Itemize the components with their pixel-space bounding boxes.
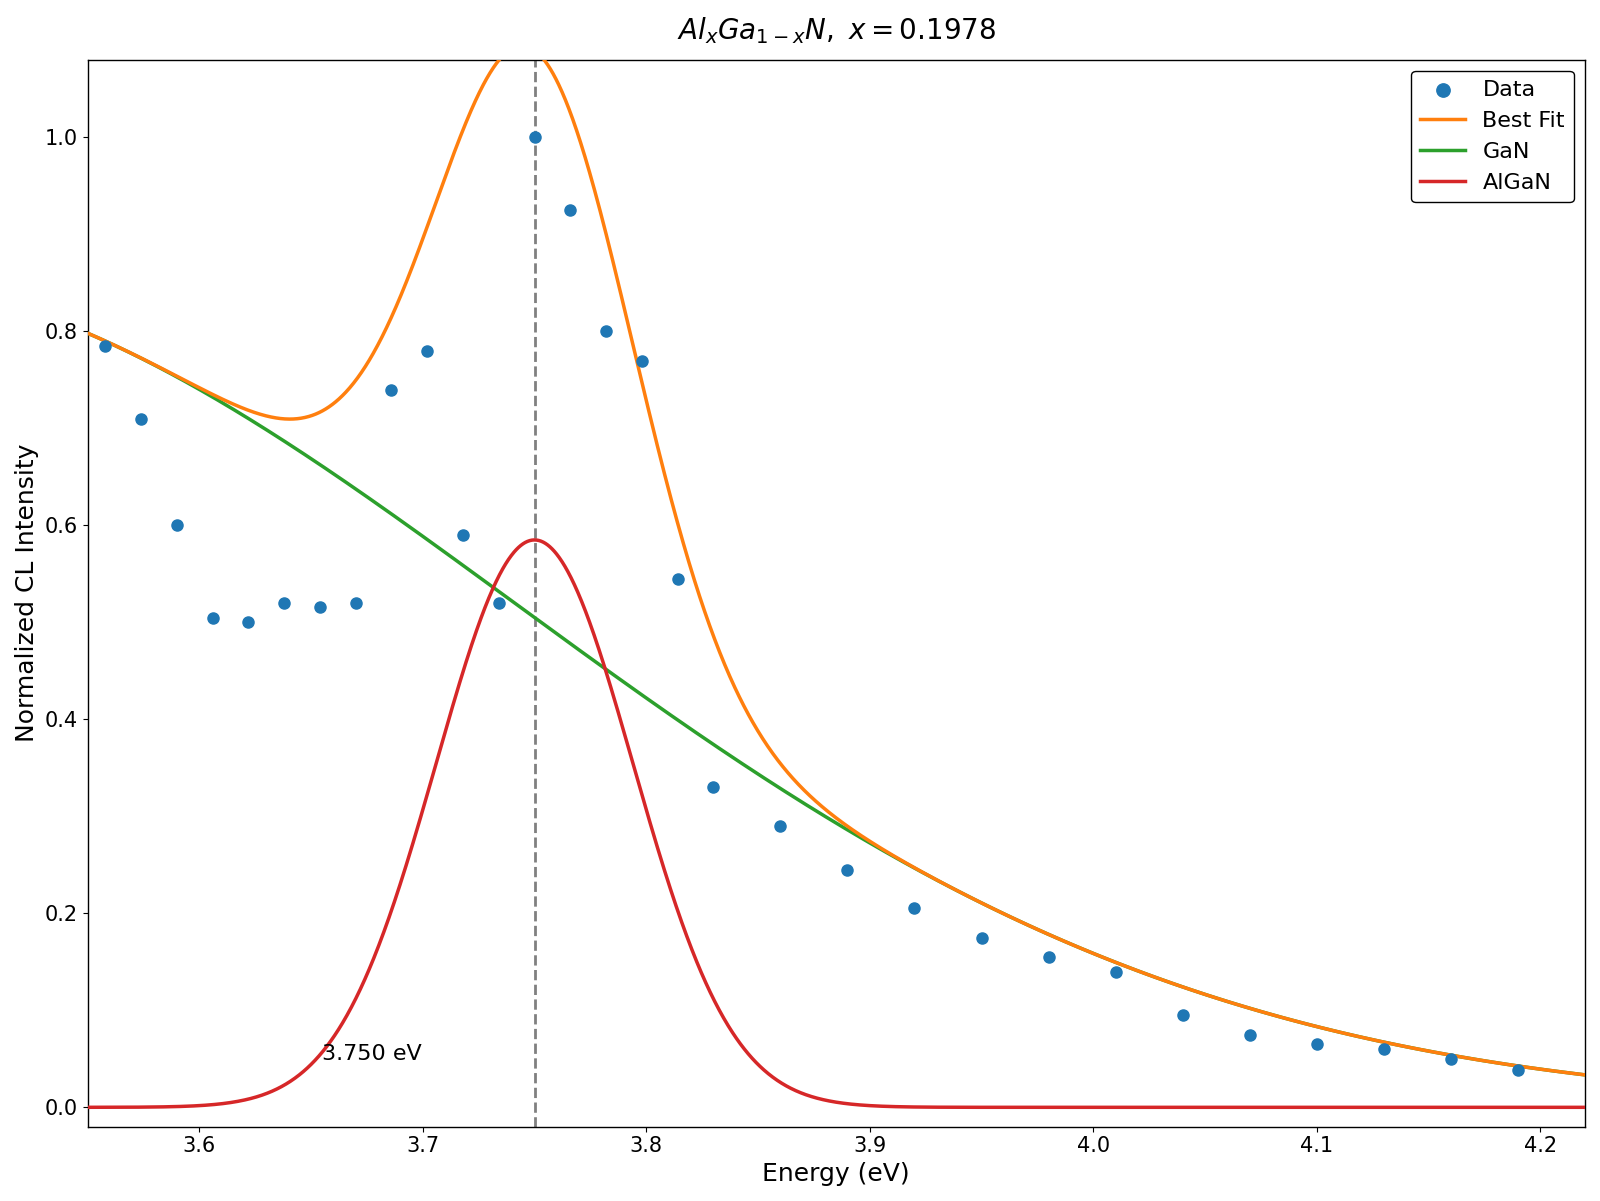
Line: AlGaN: AlGaN [0, 540, 1600, 1107]
Y-axis label: Normalized CL Intensity: Normalized CL Intensity [14, 444, 38, 742]
Data [486, 593, 512, 613]
Data [1102, 962, 1128, 981]
Data [768, 817, 794, 836]
Best Fit [682, 564, 701, 579]
Data [594, 322, 619, 341]
Data [968, 928, 994, 948]
Data [342, 593, 368, 613]
Best Fit [258, 408, 277, 423]
Data [1506, 1060, 1531, 1080]
Data [1304, 1035, 1330, 1054]
Data [557, 201, 582, 220]
Best Fit [1429, 1046, 1448, 1060]
Data [93, 336, 118, 355]
GaN [1429, 1046, 1448, 1060]
GaN [682, 722, 701, 736]
Data [235, 613, 261, 632]
AlGaN [258, 1087, 277, 1101]
AlGaN [525, 533, 544, 548]
Data [1237, 1024, 1262, 1044]
Data [1170, 1005, 1195, 1024]
Data [307, 597, 333, 616]
Data [200, 608, 226, 627]
Data [128, 410, 154, 429]
Data [522, 127, 547, 147]
Data [1371, 1040, 1397, 1059]
Data [1035, 948, 1061, 967]
Data [629, 351, 654, 370]
Best Fit [512, 38, 531, 53]
Data [902, 898, 928, 918]
Data [835, 860, 861, 879]
AlGaN [157, 1100, 176, 1115]
Data [450, 526, 475, 545]
GaN [157, 364, 176, 378]
GaN [258, 423, 277, 437]
GaN [610, 671, 629, 686]
Legend: Data, Best Fit, GaN, AlGaN: Data, Best Fit, GaN, AlGaN [1411, 71, 1574, 202]
Data [379, 380, 405, 399]
AlGaN [682, 942, 701, 956]
Title: $\it{Al_xGa_{1-x}N}$$,\ x = 0.1978$: $\it{Al_xGa_{1-x}N}$$,\ x = 0.1978$ [677, 14, 995, 46]
Line: Best Fit: Best Fit [0, 46, 1600, 1082]
Line: GaN: GaN [0, 294, 1600, 1082]
Data [664, 569, 690, 588]
Data [272, 593, 298, 613]
Data [165, 515, 190, 534]
Data [1438, 1050, 1464, 1069]
Text: 3.750 eV: 3.750 eV [322, 1044, 422, 1064]
Data [701, 778, 726, 797]
Data [414, 341, 440, 360]
Best Fit [610, 280, 629, 294]
AlGaN [1429, 1100, 1448, 1115]
X-axis label: Energy (eV): Energy (eV) [763, 1163, 910, 1187]
AlGaN [610, 709, 629, 723]
Best Fit [157, 364, 176, 378]
